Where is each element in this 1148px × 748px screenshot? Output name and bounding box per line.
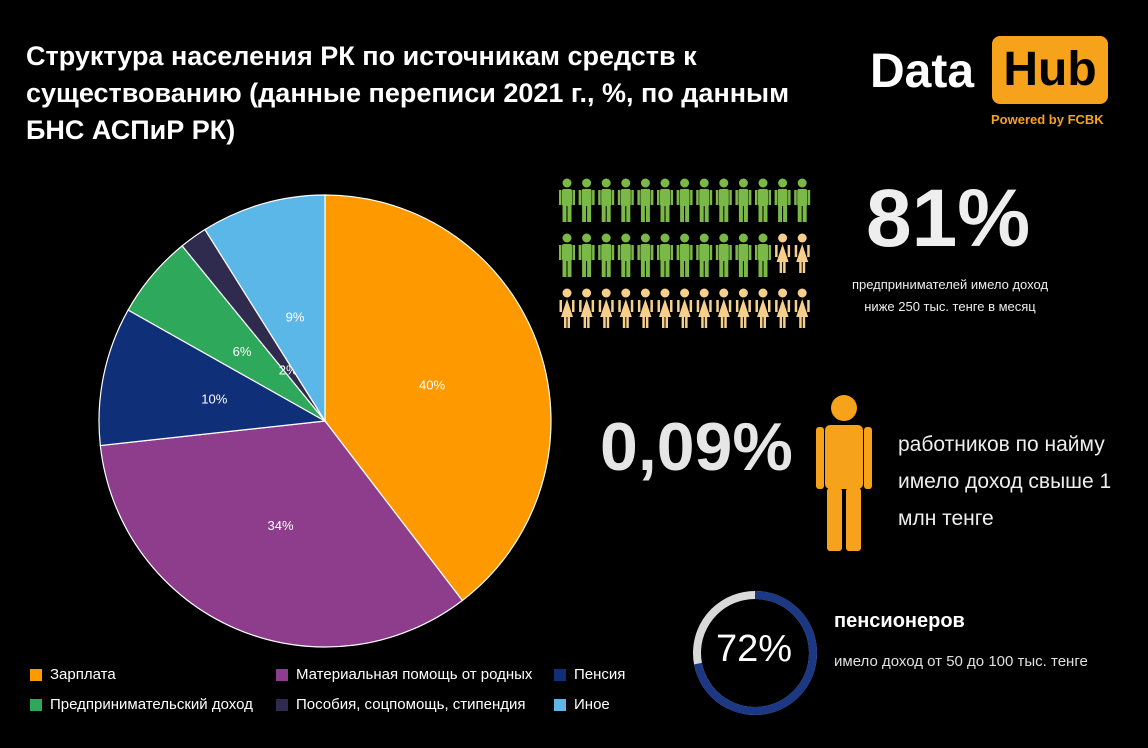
male-person-icon — [755, 233, 771, 277]
entrepreneurs-stat-value: 81% — [866, 173, 1031, 264]
female-person-icon — [775, 288, 791, 328]
female-person-icon — [598, 288, 614, 328]
female-person-icon — [775, 233, 791, 273]
male-person-icon — [715, 233, 732, 277]
male-person-icon — [774, 178, 791, 222]
male-person-icon — [598, 233, 615, 277]
male-person-icon — [735, 178, 752, 222]
logo-powered-text: Powered by FCBK — [991, 112, 1104, 127]
legend-swatch — [276, 668, 288, 681]
legend-item-salary: Зарплата — [30, 666, 116, 683]
legend-label: Материальная помощь от родных — [296, 666, 533, 683]
chart-legend: Зарплата Материальная помощь от родных П… — [30, 666, 670, 726]
male-person-icon — [657, 233, 673, 277]
male-person-icon — [617, 233, 634, 277]
legend-label: Пособия, соцпомощь, стипендия — [296, 696, 526, 713]
legend-item-family-help: Материальная помощь от родных — [276, 666, 532, 683]
female-person-icon — [677, 288, 693, 328]
female-person-icon — [618, 288, 634, 328]
male-person-icon — [598, 178, 615, 222]
progress-ring-fill — [693, 591, 817, 715]
pie-slice — [98, 309, 327, 447]
pie-slice-label: 6% — [233, 344, 252, 359]
pensioners-stat-value: 72% — [715, 628, 793, 670]
male-person-icon — [617, 178, 634, 222]
pie-slice-label: 9% — [286, 310, 305, 325]
logo-hub-badge: Hub — [992, 36, 1108, 104]
legend-item-benefits: Пособия, соцпомощь, стипендия — [276, 696, 526, 713]
legend-swatch — [554, 698, 566, 711]
pie-slice — [324, 194, 552, 602]
pie-slice-label: 10% — [201, 391, 227, 406]
male-person-icon — [794, 178, 811, 222]
male-person-icon — [676, 233, 693, 277]
pie-slice-label: 34% — [268, 518, 294, 533]
female-person-icon — [735, 288, 751, 328]
employees-stat-caption: работников по найму имело доход свыше 1 … — [898, 433, 1112, 530]
male-person-icon — [696, 178, 713, 222]
pie-slice-label: 40% — [419, 378, 445, 393]
legend-label: Иное — [574, 696, 610, 713]
male-person-icon — [657, 178, 673, 222]
legend-item-pension: Пенсия — [554, 666, 625, 683]
female-person-icon — [637, 288, 653, 328]
pie-slice — [204, 194, 326, 424]
entrepreneurs-stat-caption: предпринимателей имело доход ниже 250 ты… — [851, 277, 1049, 314]
person-icon — [816, 395, 872, 551]
legend-swatch — [30, 668, 42, 681]
pensioners-stat-title: пенсионеров — [834, 610, 965, 632]
legend-item-other: Иное — [554, 696, 610, 713]
employees-stat-value: 0,09% — [600, 409, 793, 485]
male-person-icon — [637, 178, 654, 222]
female-person-icon — [794, 233, 810, 273]
male-person-icon — [735, 233, 752, 277]
pie-slice — [99, 420, 464, 648]
people-icon-grid — [559, 178, 811, 328]
male-person-icon — [559, 233, 575, 277]
page-title: Структура населения РК по источникам сре… — [26, 41, 790, 145]
female-person-icon — [716, 288, 732, 328]
pensioners-progress-ring — [693, 591, 817, 715]
legend-swatch — [276, 698, 288, 711]
logo-data-text: Data — [870, 45, 975, 98]
male-person-icon — [755, 178, 771, 222]
legend-label: Предпринимательский доход — [50, 696, 253, 713]
female-person-icon — [559, 288, 575, 328]
female-person-icon — [579, 288, 595, 328]
female-person-icon — [657, 288, 673, 328]
male-person-icon — [676, 178, 693, 222]
male-person-icon — [637, 233, 654, 277]
legend-label: Зарплата — [50, 666, 116, 683]
pensioners-stat-caption: имело доход от 50 до 100 тыс. тенге — [834, 653, 1088, 670]
male-person-icon — [559, 178, 575, 222]
female-person-icon — [755, 288, 771, 328]
female-person-icon — [794, 288, 810, 328]
male-person-icon — [578, 233, 595, 277]
male-person-icon — [578, 178, 595, 222]
male-person-icon — [715, 178, 732, 222]
male-person-icon — [696, 233, 713, 277]
legend-swatch — [30, 698, 42, 711]
legend-item-business-income: Предпринимательский доход — [30, 696, 253, 713]
legend-swatch — [554, 668, 566, 681]
female-person-icon — [696, 288, 712, 328]
legend-label: Пенсия — [574, 666, 626, 683]
datahub-logo: Data Hub Powered by FCBK — [868, 36, 1112, 136]
